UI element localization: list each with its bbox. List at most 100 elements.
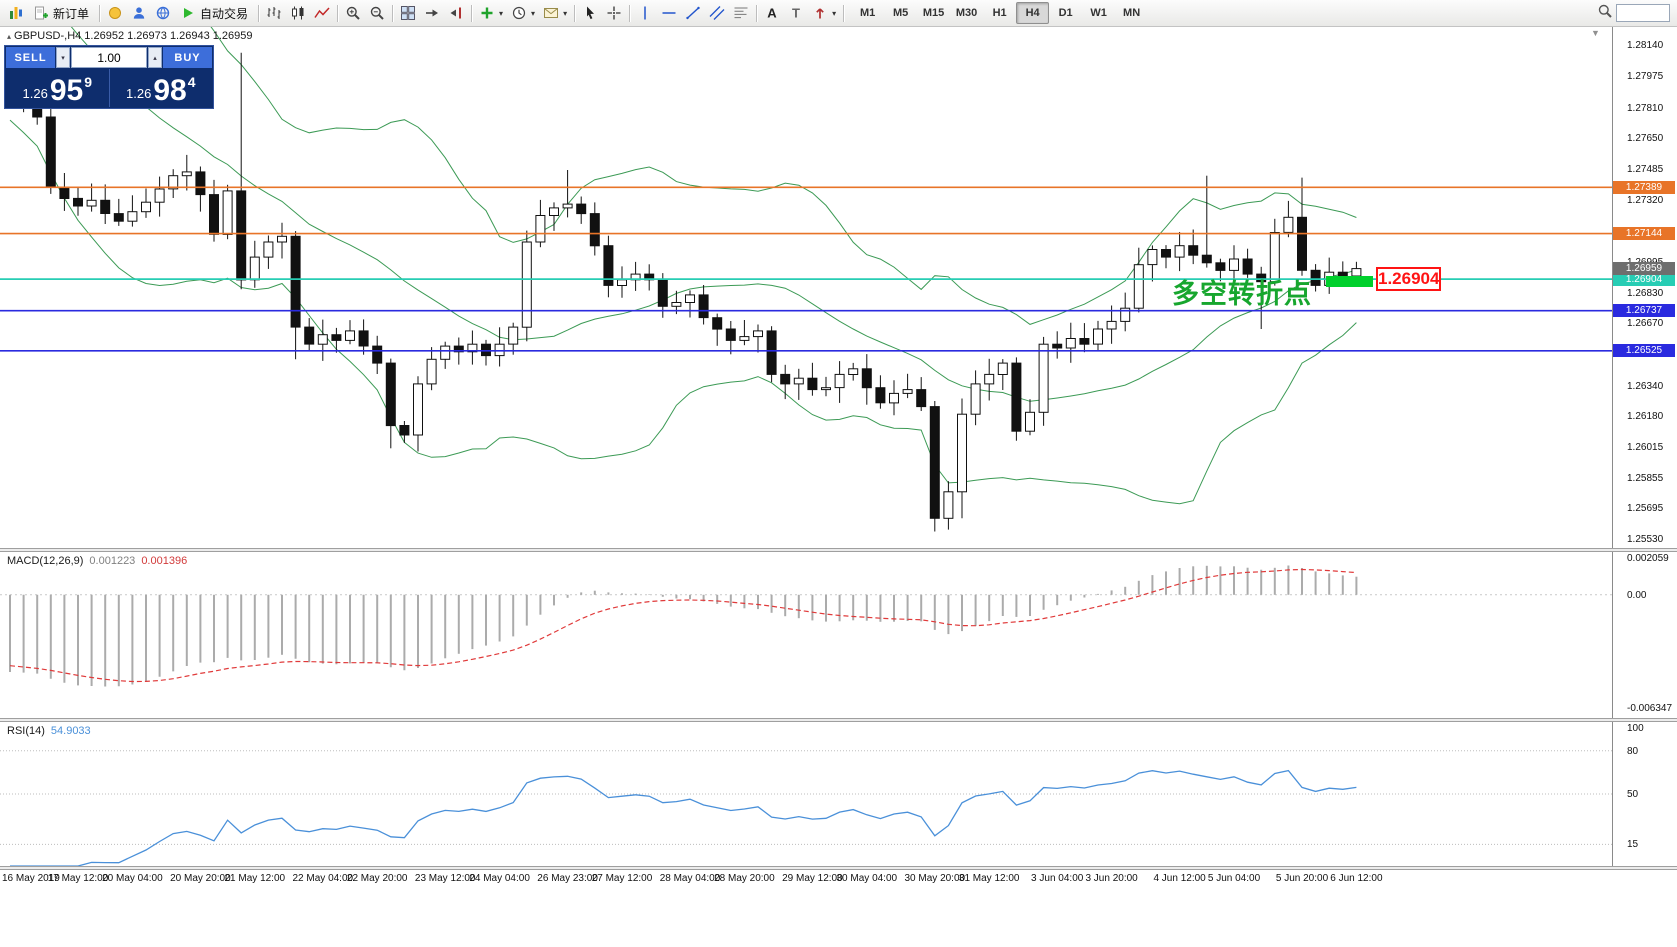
crosshair-tool[interactable] — [602, 1, 626, 25]
panel-splitter[interactable] — [0, 866, 1677, 870]
time-label: 31 May 12:00 — [958, 873, 1020, 884]
timeframe-h4[interactable]: H4 — [1016, 2, 1050, 24]
timeframe-d1[interactable]: D1 — [1058, 7, 1073, 19]
rsi-scale-label: 80 — [1627, 745, 1639, 757]
volume-input[interactable] — [71, 47, 147, 68]
macd-scale-label: 0.00 — [1627, 589, 1647, 601]
indicators-button[interactable]: ▾ — [475, 1, 507, 25]
scroll-end-marker-icon[interactable]: ▼ — [1591, 28, 1600, 38]
label-tool[interactable]: T — [784, 1, 808, 25]
panel-splitter[interactable] — [0, 548, 1677, 552]
time-label: 5 Jun 04:00 — [1207, 873, 1261, 884]
sell-button[interactable]: SELL — [6, 47, 55, 68]
timeframe-mn[interactable]: MN — [1123, 7, 1141, 19]
chart-shift-icon[interactable] — [444, 1, 468, 25]
horizontal-line-tool[interactable] — [657, 1, 681, 25]
new-order-button[interactable]: 新订单 — [28, 1, 96, 25]
sell-price-display[interactable]: 1.26 95 9 — [6, 69, 109, 107]
bar-chart-icon[interactable] — [262, 1, 286, 25]
annotation-price-tag: 1.26904 — [1376, 267, 1442, 291]
templates-button[interactable]: ▾ — [539, 1, 571, 25]
cursor-tool[interactable] — [578, 1, 602, 25]
search-input[interactable] — [1616, 4, 1670, 22]
symbol-ohlc-text: GBPUSD-,H4 1.26952 1.26973 1.26943 1.269… — [14, 30, 253, 42]
macd-panel[interactable] — [0, 552, 1612, 718]
buy-price-pipette: 4 — [187, 74, 196, 90]
price-tick: 1.26670 — [1627, 318, 1664, 330]
time-label: 24 May 04:00 — [469, 873, 530, 884]
autotrading-button[interactable]: 自动交易 — [175, 1, 255, 25]
time-label: 28 May 04:00 — [659, 873, 721, 884]
buy-price-prefix: 1.26 — [126, 86, 152, 101]
channel-tool[interactable] — [705, 1, 729, 25]
price-tick: 1.27485 — [1627, 164, 1664, 176]
rsi-panel[interactable] — [0, 722, 1612, 866]
timeframe-m15[interactable]: M15 — [922, 7, 945, 19]
volume-up-button[interactable]: ▴ — [148, 47, 162, 68]
rsi-value: 54.9033 — [50, 725, 91, 737]
time-label: 3 Jun 04:00 — [1031, 873, 1084, 884]
zoom-out-icon[interactable] — [365, 1, 389, 25]
zoom-in-icon[interactable] — [341, 1, 365, 25]
time-label: 20 May 04:00 — [102, 873, 163, 884]
price-tick: 1.28140 — [1627, 40, 1664, 52]
vertical-line-tool[interactable] — [633, 1, 657, 25]
time-label: 30 May 04:00 — [836, 873, 898, 884]
price-tick: 1.27975 — [1627, 71, 1664, 83]
volume-down-button[interactable]: ▾ — [56, 47, 70, 68]
candle-chart-icon[interactable] — [286, 1, 310, 25]
rsi-scale-label: 100 — [1627, 723, 1644, 734]
timeframe-m30[interactable]: M30 — [955, 7, 978, 19]
price-tick: 1.25855 — [1627, 472, 1664, 484]
text-tool[interactable]: A — [760, 1, 784, 25]
tile-windows-icon[interactable] — [396, 1, 420, 25]
toolbar-separator — [258, 4, 260, 22]
price-tick: 1.27810 — [1627, 102, 1664, 114]
market-watch-icon[interactable] — [103, 1, 127, 25]
toolbar-buttons: 新订单 自动交易 ▾ ▾ ▾ A T ▾ — [4, 1, 847, 25]
price-badge: 1.26525 — [1613, 344, 1675, 358]
sell-price-prefix: 1.26 — [22, 86, 48, 101]
auto-scroll-icon[interactable] — [420, 1, 444, 25]
panel-splitter[interactable] — [0, 718, 1677, 722]
price-tick: 1.26340 — [1627, 380, 1664, 392]
time-label: 27 May 12:00 — [591, 873, 653, 884]
price-tick: 1.25530 — [1627, 534, 1664, 546]
buy-button[interactable]: BUY — [163, 47, 212, 68]
time-label: 22 May 04:00 — [292, 873, 354, 884]
timeframe-h1[interactable]: H1 — [992, 7, 1007, 19]
sell-price-big: 95 — [49, 74, 84, 107]
help-icon[interactable] — [151, 1, 175, 25]
macd-scale-label: -0.006347 — [1627, 703, 1673, 715]
community-icon[interactable] — [127, 1, 151, 25]
toolbar-separator — [337, 4, 339, 22]
toolbar-separator — [756, 4, 758, 22]
toolbar-separator — [843, 4, 845, 22]
toolbar-separator — [574, 4, 576, 22]
price-tick: 1.27320 — [1627, 195, 1664, 207]
toolbar-separator — [392, 4, 394, 22]
price-badge: 1.26737 — [1613, 304, 1675, 318]
time-label: 28 May 20:00 — [714, 873, 775, 884]
timeframe-toolbar: M1 M5 M15 M30 H1 H4 D1 W1 MN — [851, 2, 1148, 24]
time-label: 22 May 20:00 — [346, 873, 408, 884]
search-icon[interactable] — [1597, 3, 1613, 24]
fibonacci-tool[interactable] — [729, 1, 753, 25]
main-chart-plot[interactable] — [0, 26, 1612, 548]
arrows-tool[interactable]: ▾ — [808, 1, 840, 25]
price-badge: 1.26959 — [1613, 262, 1675, 276]
line-chart-icon[interactable] — [310, 1, 334, 25]
timeframe-m5[interactable]: M5 — [892, 7, 909, 19]
toolbar-separator — [629, 4, 631, 22]
buy-price-display[interactable]: 1.26 98 4 — [108, 69, 213, 107]
timeframe-m1[interactable]: M1 — [859, 7, 876, 19]
macd-indicator-label: MACD(12,26,9) 0.001223 0.001396 — [7, 555, 193, 567]
periods-button[interactable]: ▾ — [507, 1, 539, 25]
svg-text:T: T — [792, 6, 800, 21]
time-label: 20 May 20:00 — [170, 873, 231, 884]
time-label: 30 May 20:00 — [904, 873, 966, 884]
trendline-tool[interactable] — [681, 1, 705, 25]
timeframe-w1[interactable]: W1 — [1090, 7, 1107, 19]
turning-point-annotation: 多空转折点 — [1172, 279, 1312, 309]
